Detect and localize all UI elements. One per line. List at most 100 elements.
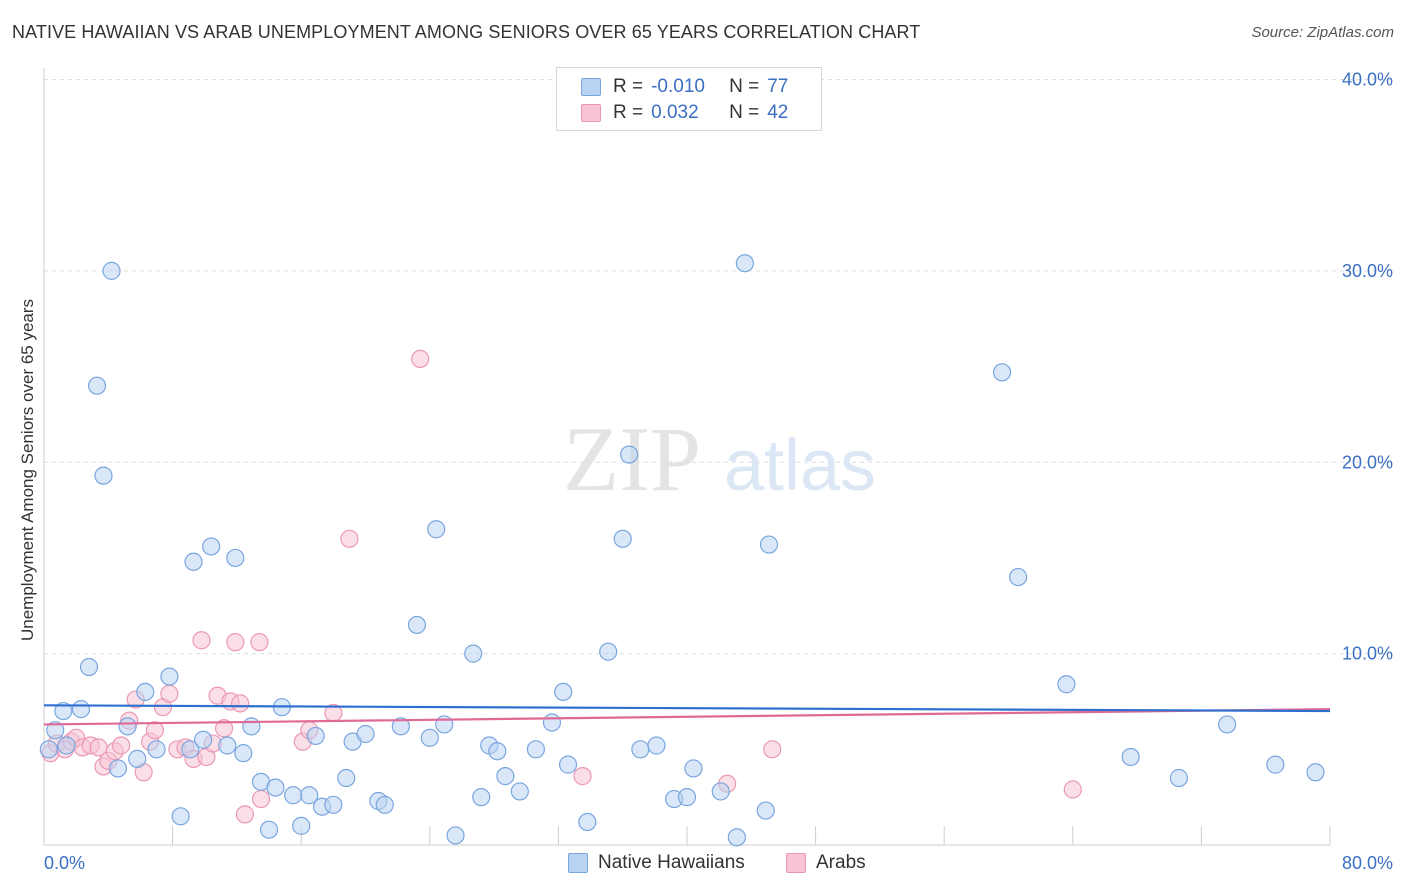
series-legend: Native Hawaiians Arabs — [0, 852, 1406, 878]
hawaiian-point — [510, 782, 529, 801]
r-label: R = — [613, 76, 644, 97]
hawaiian-point — [727, 828, 746, 847]
n-label: N = — [729, 102, 760, 123]
legend-label-arab: Arabs — [816, 852, 866, 873]
hawaiian-point — [684, 759, 703, 778]
hawaiian-trend-line — [43, 704, 1331, 713]
hawaiian-point — [578, 812, 597, 832]
hawaiian-point — [266, 778, 285, 797]
n-label: N = — [729, 76, 760, 97]
hawaiian-point — [337, 768, 356, 788]
hawaiian-point — [356, 724, 375, 744]
hawaiian-point — [1009, 567, 1028, 587]
stats-legend: R = -0.010 N = 77 R = 0.032 N = 42 — [556, 67, 822, 131]
hawaiian-point — [160, 667, 179, 686]
hawaiian-point — [128, 749, 147, 768]
hawaiian-point — [259, 820, 279, 839]
axis-layer — [43, 68, 1331, 846]
hawaiian-point — [184, 552, 203, 571]
y-axis-label-wrap: Unemployment Among Seniors over 65 years — [10, 100, 46, 840]
hawaiian-point — [306, 726, 325, 746]
hawaiian-swatch — [581, 78, 601, 96]
legend-row-hawaiian: R = -0.010 N = 77 — [581, 75, 788, 99]
hawaiian-point — [194, 730, 213, 749]
arab-point — [763, 740, 782, 759]
arab-point — [226, 633, 245, 652]
hawaiian-points — [39, 254, 1325, 847]
arab-swatch — [581, 104, 601, 122]
hawaiian-point — [71, 700, 91, 719]
hawaiian-point — [542, 713, 562, 732]
hawaiian-point — [677, 788, 697, 807]
watermark: ZIP atlas — [563, 408, 876, 510]
legend-item-arab: Arabs — [786, 852, 866, 874]
arab-point — [251, 789, 271, 809]
hawaiian-point — [102, 261, 121, 280]
hawaiian-point — [472, 788, 491, 807]
hawaiian-point — [427, 520, 446, 539]
source-credit: Source: ZipAtlas.com — [1251, 24, 1394, 41]
watermark-atlas: atlas — [724, 426, 876, 506]
legend-label-hawaiian: Native Hawaiians — [598, 852, 745, 873]
arab-point — [192, 631, 211, 650]
hawaiian-point — [391, 717, 410, 736]
arab-swatch — [786, 853, 806, 873]
hawaiian-point — [464, 644, 483, 663]
hawaiian-point — [242, 717, 261, 736]
hawaiian-point — [54, 701, 73, 721]
hawaiian-point — [735, 254, 754, 273]
arab-point — [411, 349, 430, 369]
hawaiian-point — [300, 786, 319, 805]
hawaiian-point — [181, 740, 200, 759]
r-value: -0.010 — [651, 76, 705, 97]
n-value: 42 — [767, 102, 789, 123]
hawaiian-point — [446, 826, 465, 845]
grid-layer — [44, 79, 1394, 655]
hawaiian-point — [226, 548, 245, 568]
arab-trend-line — [43, 708, 1331, 726]
hawaiian-point — [759, 535, 779, 554]
n-value: 77 — [767, 76, 789, 97]
hawaiian-point — [599, 642, 618, 661]
y-axis-label: Unemployment Among Seniors over 65 years — [18, 298, 37, 642]
hawaiian-point — [526, 740, 545, 759]
hawaiian-point — [284, 786, 303, 805]
hawaiian-point — [1121, 747, 1140, 767]
hawaiian-point — [620, 445, 639, 464]
hawaiian-point — [375, 795, 394, 814]
hawaiian-point — [108, 759, 128, 778]
x-tick-label: 80.0% — [1342, 853, 1393, 873]
arab-point — [231, 694, 250, 713]
arab-point — [340, 529, 359, 548]
arab-point — [250, 633, 269, 652]
hawaiian-point — [1218, 715, 1237, 734]
hawaiian-point — [234, 744, 253, 763]
arab-point — [145, 721, 165, 740]
chart-title: NATIVE HAWAIIAN VS ARAB UNEMPLOYMENT AMO… — [12, 22, 921, 42]
arab-point — [573, 767, 592, 786]
x-tick-label: 0.0% — [44, 853, 85, 873]
r-value: 0.032 — [651, 102, 699, 123]
hawaiian-point — [496, 767, 515, 786]
hawaiian-point — [992, 363, 1012, 382]
hawaiian-point — [46, 721, 65, 740]
hawaiian-point — [171, 807, 190, 826]
hawaiian-point — [435, 715, 454, 734]
hawaiian-point — [488, 742, 507, 761]
hawaiian-point — [136, 682, 155, 702]
hawaiian-point — [87, 376, 107, 395]
hawaiian-point — [420, 728, 439, 747]
hawaiian-point — [647, 736, 666, 755]
hawaiian-point — [292, 816, 311, 835]
y-tick-label: 30.0% — [1342, 261, 1393, 281]
y-tick-label: 20.0% — [1342, 452, 1393, 472]
hawaiian-point — [1306, 763, 1325, 782]
hawaiian-point — [118, 717, 137, 736]
hawaiian-point — [94, 466, 113, 485]
y-tick-label: 40.0% — [1342, 70, 1393, 90]
hawaiian-point — [631, 740, 650, 759]
hawaiian-point — [1057, 675, 1076, 694]
hawaiian-point — [202, 537, 221, 556]
hawaiian-point — [558, 755, 578, 774]
